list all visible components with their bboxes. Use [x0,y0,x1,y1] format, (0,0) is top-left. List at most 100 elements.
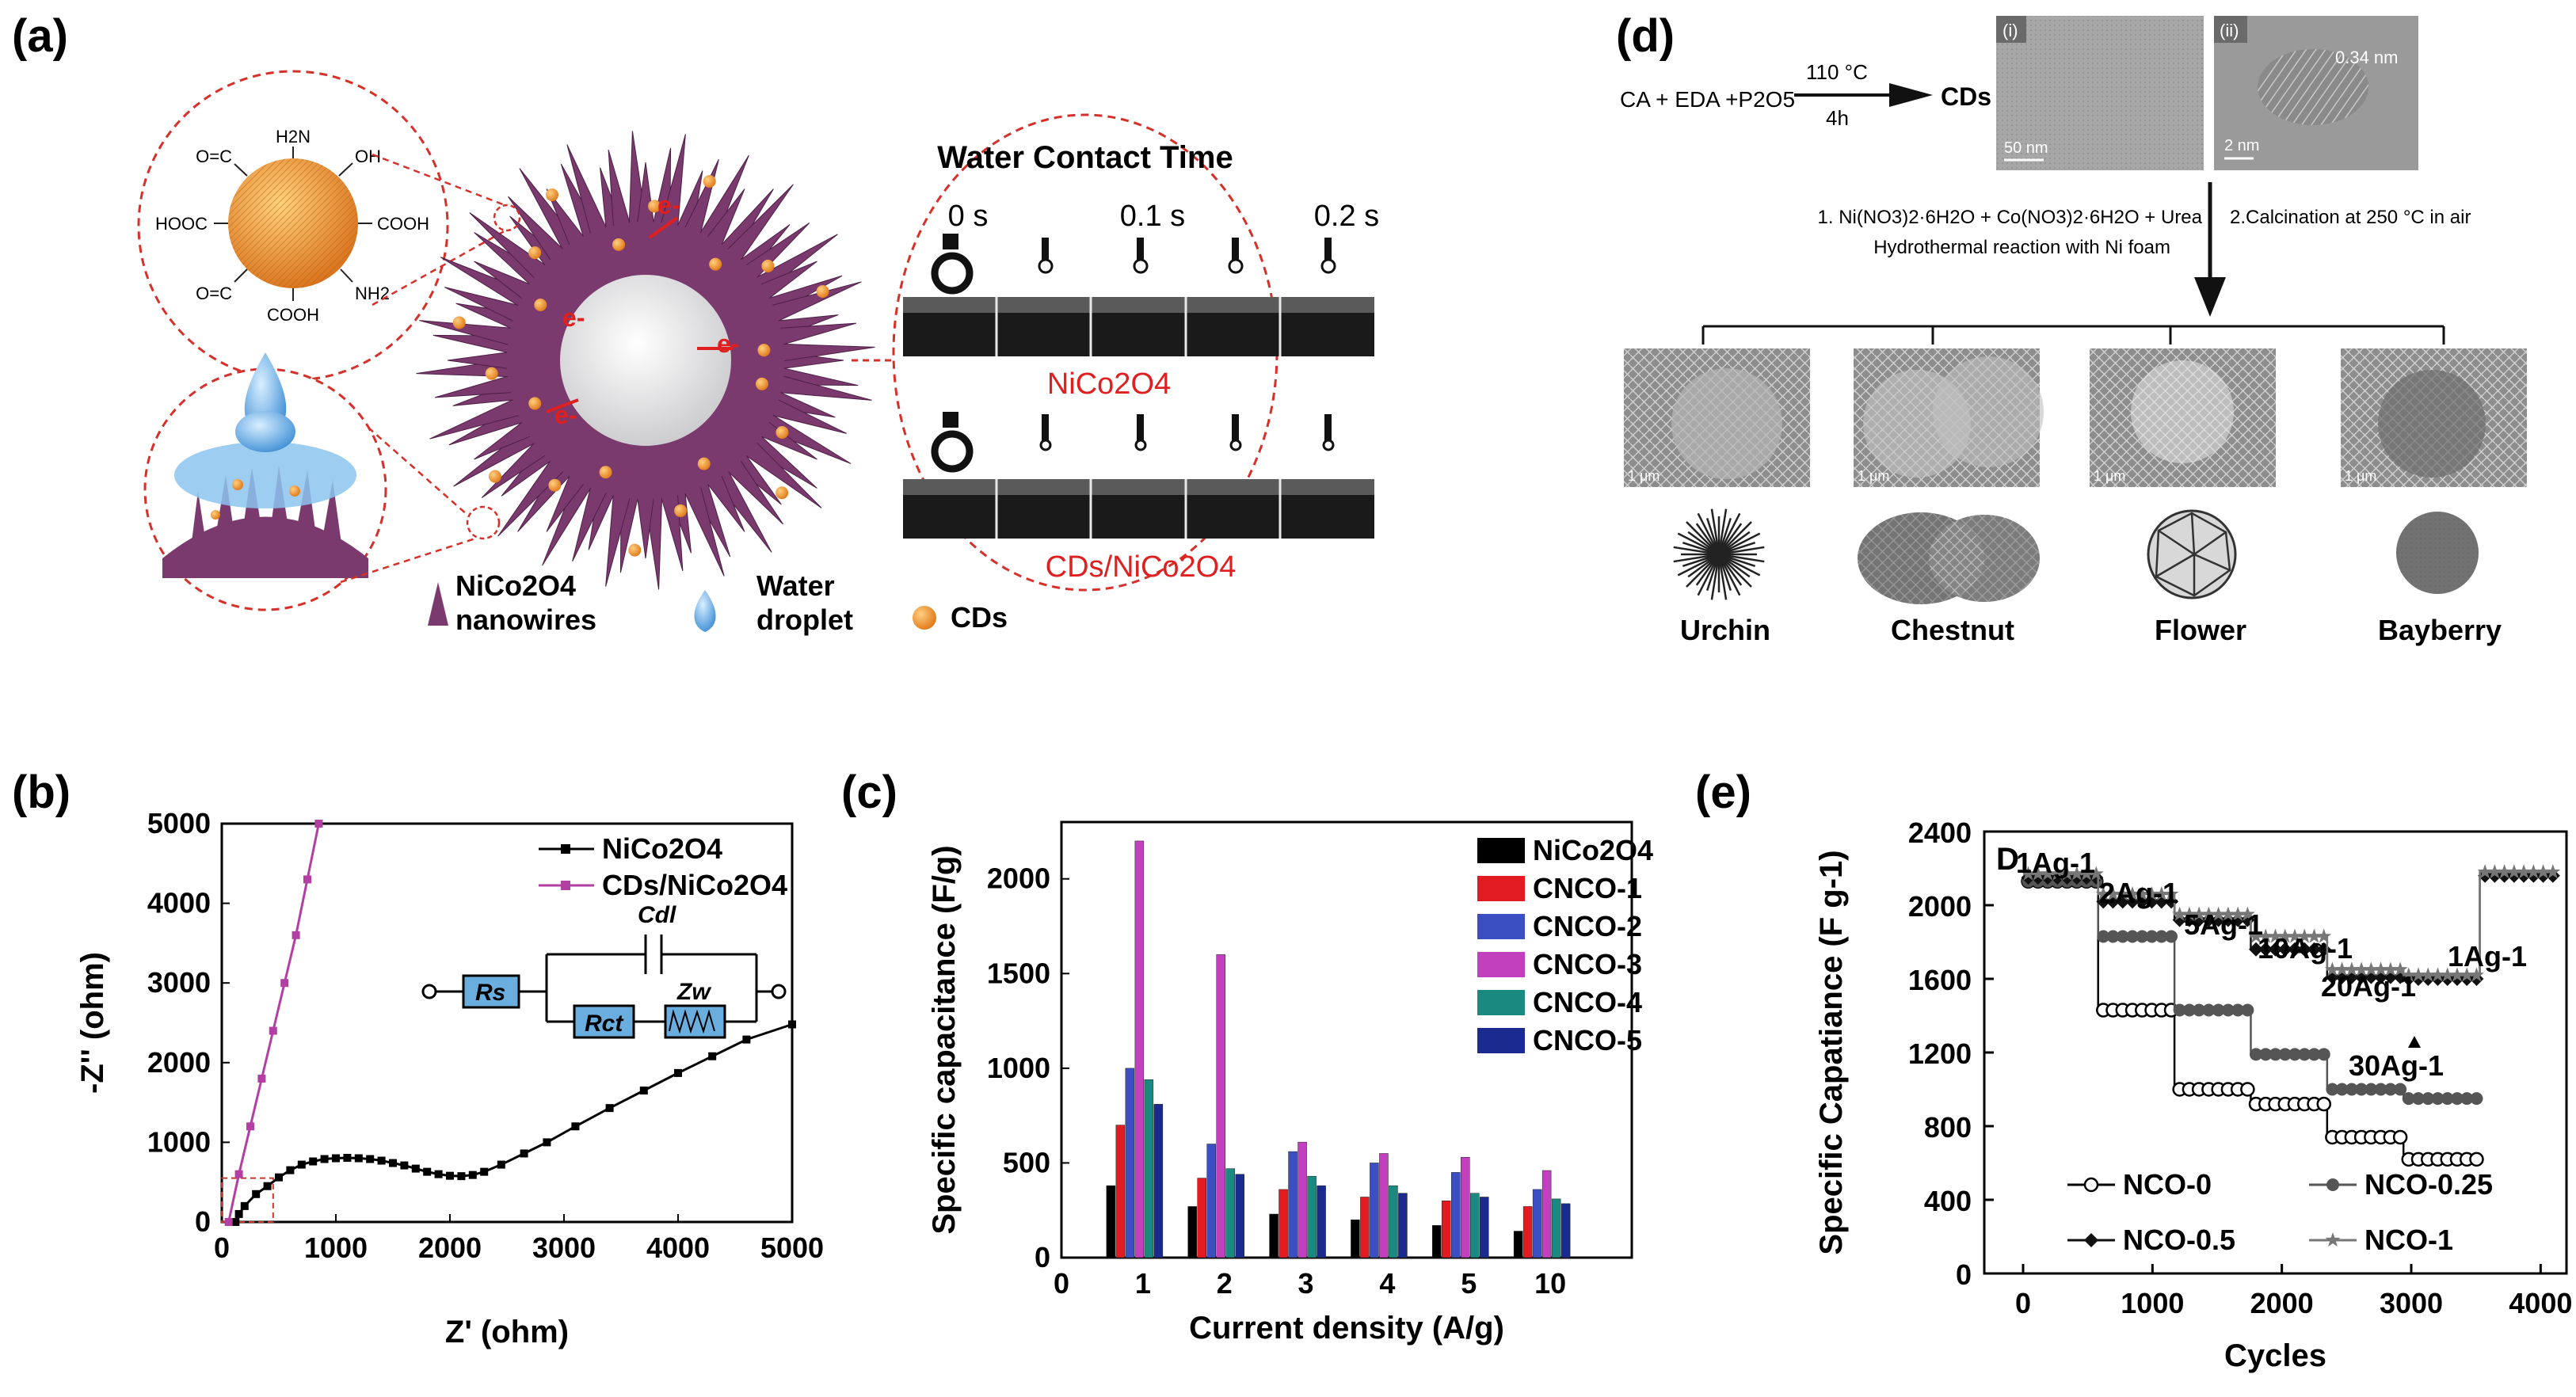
circuit-rct: Rct [585,1011,624,1037]
e-data-point [2307,1048,2321,1061]
e-data-point [2084,1233,2098,1247]
c-bar [1470,1193,1480,1258]
tem1-tag: (i) [2002,21,2018,40]
e-data-point [2402,1092,2415,1106]
cd-structure-inset: H2N OH COOH NH2 COOH HOOC O=C O=C [137,70,449,382]
e-rate-label: 20Ag-1 [2321,970,2416,1003]
morph-label-flower: Flower [2155,614,2246,646]
e-data-point [2307,942,2322,957]
cd-dot [697,457,711,470]
step1-line1: 1. Ni(NO3)2·6H2O + Co(NO3)2·6H2O + Urea [1818,207,2203,228]
e-data-point [2278,1048,2292,1061]
legend-water-1: Water [756,569,835,602]
b-data-point [246,1122,254,1131]
c-legend-swatch [1477,876,1525,901]
b-data-point [446,1171,454,1180]
reaction-product: CDs [1941,82,1991,111]
e-data-point [2258,928,2273,943]
e-data-point [2326,1083,2339,1096]
morph-label-bayberry: Bayberry [2378,614,2502,646]
e-data-point [2136,930,2149,943]
e-data-point [2201,906,2216,921]
b-data-point [320,1155,329,1163]
b-data-point [314,820,323,828]
c-xtick-label: 1 [1135,1267,1151,1300]
e-data-point [2383,961,2399,976]
c-bar [1115,1125,1126,1258]
b-data-point [788,1020,796,1029]
legend-b-cds: CDs/NiCo2O4 [602,869,787,901]
b-data-point [468,1171,477,1179]
b-ytick-label: 2000 [147,1046,211,1079]
cd-dot [816,284,829,298]
b-data-point [269,1026,277,1035]
e-data-point [2069,866,2085,881]
b-xtick-label: 3000 [532,1231,596,1264]
c-ytick-label: 2000 [987,862,1050,895]
b-data-point [292,931,300,939]
e-data-point [2172,912,2187,927]
e-data-point [2486,864,2502,879]
e-data-point [2497,864,2513,879]
e-data-point [2088,866,2104,881]
e-data-point [2288,942,2302,957]
e-data-point [2460,1092,2474,1106]
cd-legend-icon [913,606,936,630]
contact-row-nico2o4: NiCo2O4 [903,234,1374,401]
e-data-point [2079,866,2094,881]
b-xtick-label: 1000 [304,1231,368,1264]
c-legend-swatch [1477,990,1525,1015]
c-legend-label: CNCO-2 [1533,910,1642,942]
b-data-point [674,1068,682,1077]
e-data-point [2345,1083,2358,1096]
e-data-point [2250,1048,2262,1061]
e-data-point [2420,967,2436,982]
c-bar [1197,1178,1206,1258]
legend-b-nico2o4: NiCo2O4 [602,832,722,865]
e-data-point [2258,942,2273,957]
nanowire-sphere: e- e- e- e- [416,131,875,590]
droplet-legend-icon [694,590,716,632]
c-bar [1560,1203,1571,1258]
c-ytick-label: 1500 [987,957,1050,989]
e-legend-label: NCO-1 [2365,1224,2453,1256]
e-data-point [2145,930,2159,943]
c-legend-label: CNCO-5 [1533,1024,1642,1056]
morph-label-urchin: Urchin [1680,614,1770,646]
e-data-point [2394,1083,2407,1096]
e-ytick-label: 2000 [1908,890,1972,923]
e-data-point [2193,1003,2206,1017]
c-bar [1278,1189,1288,1258]
e-data-point [2516,864,2532,879]
b-data-point [708,1052,717,1060]
c-bar [1216,954,1225,1258]
reaction-time: 4h [1826,106,1849,130]
e-data-point [2288,1048,2301,1061]
b-data-point [257,1074,266,1083]
e-xtick-label: 0 [2015,1287,2031,1319]
e-rate-label: 10Ag-1 [2258,932,2353,965]
c-bar [1187,1206,1197,1258]
b-data-point [275,1173,283,1182]
c-bar [1235,1174,1244,1258]
b-data-point [286,1166,295,1174]
b-data-point [280,979,289,988]
panel-b-legend: NiCo2O4 CDs/NiCo2O4 [539,832,787,901]
b-data-point [354,1154,363,1163]
e-arrow-icon [2408,1036,2421,1048]
e-data-point [2545,864,2561,879]
c-bar [1134,840,1145,1258]
cd-dot [452,316,466,329]
e-data-point [2298,1048,2311,1061]
e-data-point [2267,928,2284,943]
e-data-point [2191,906,2207,921]
e-data-point [2095,886,2111,901]
tem2-tag: (ii) [2220,21,2239,40]
e-xtick-label: 3000 [2380,1287,2443,1319]
e-legend-label: NCO-0.25 [2365,1168,2493,1201]
e-xlabel: Cycles [2224,1338,2326,1373]
e-data-point [2173,1003,2186,1017]
e-data-point [2277,928,2293,943]
e-data-point [2230,906,2246,921]
